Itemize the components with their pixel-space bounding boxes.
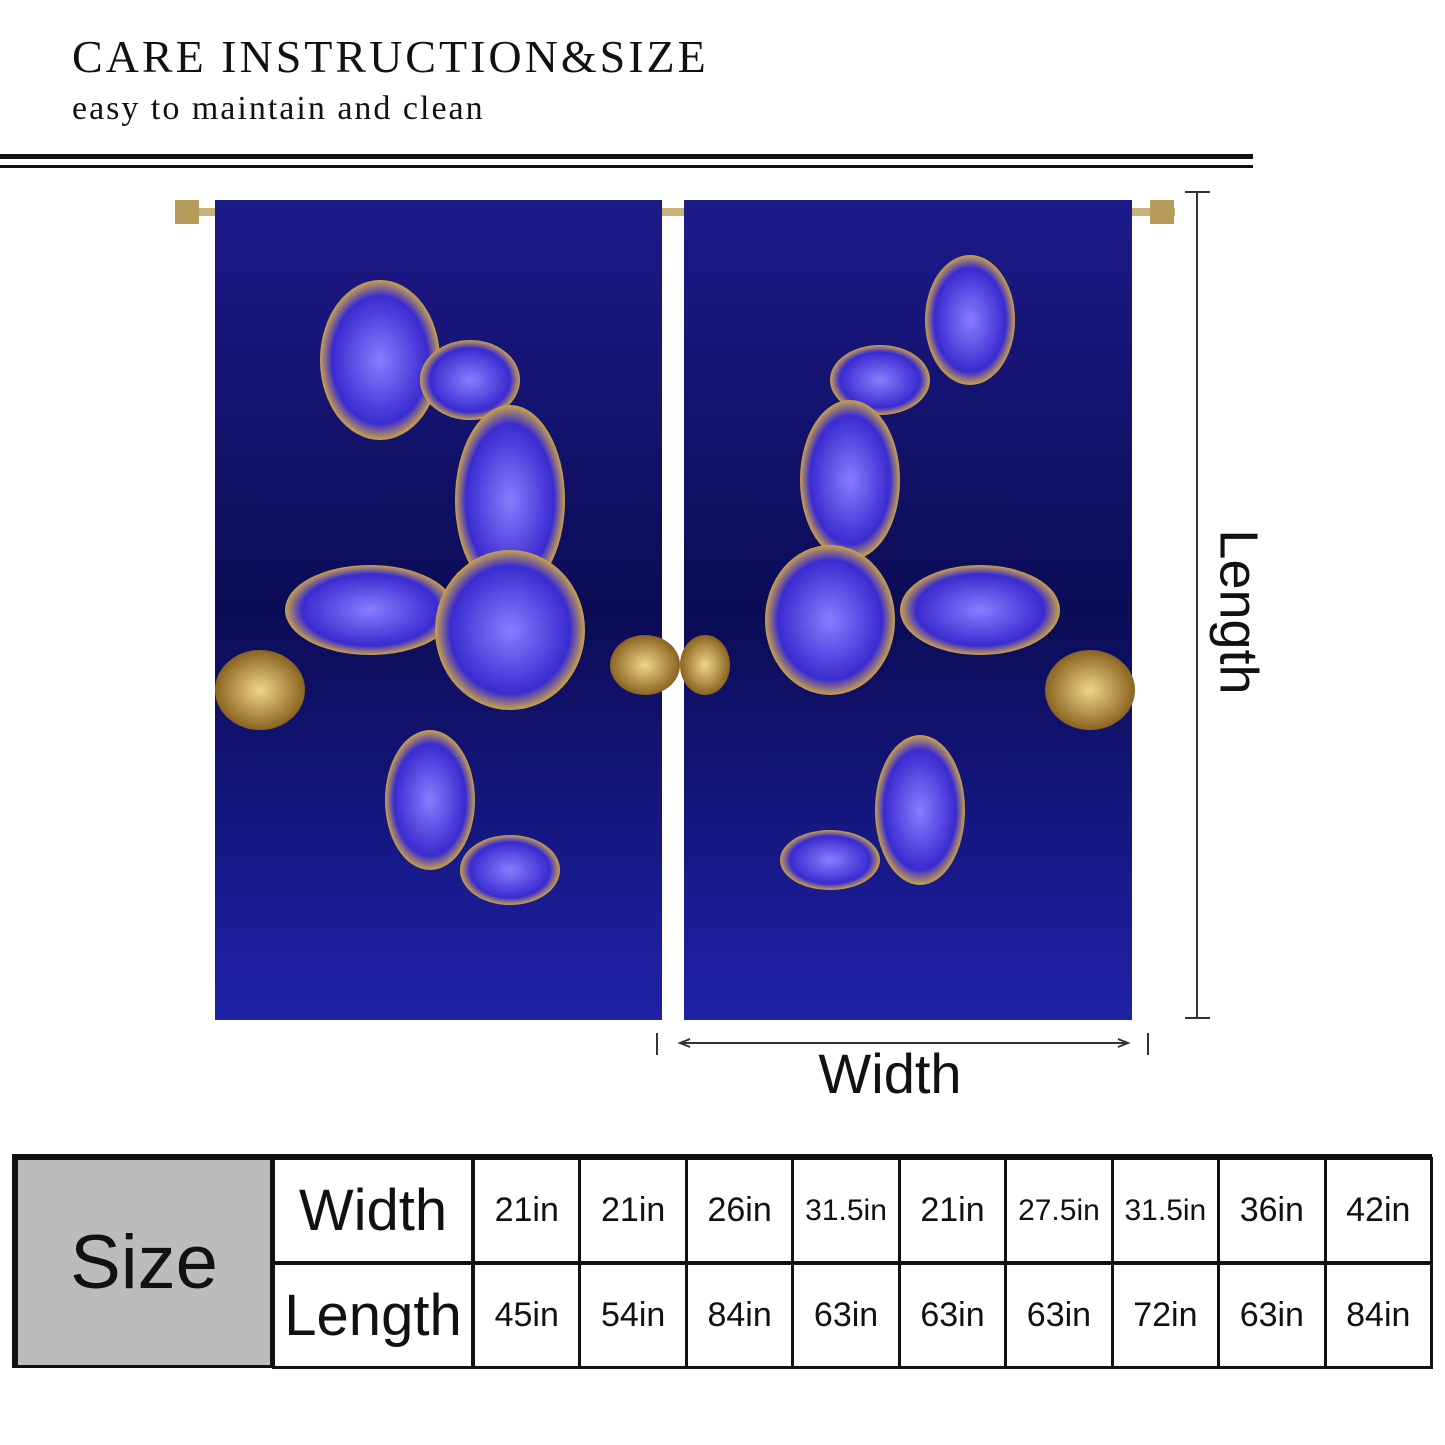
size-cell: 84in xyxy=(684,1262,795,1369)
size-cell: 63in xyxy=(1004,1262,1114,1369)
size-cell: 45in xyxy=(472,1262,582,1369)
size-cell: 21in xyxy=(578,1157,688,1264)
subtitle: easy to maintain and clean xyxy=(72,90,485,127)
size-header: Size xyxy=(15,1157,273,1368)
width-arrow xyxy=(656,1033,1149,1055)
rod xyxy=(175,208,1175,216)
diagram: Length Width xyxy=(0,154,1269,1105)
size-cell: 21in xyxy=(897,1157,1008,1264)
size-cell: 31.5in xyxy=(1110,1157,1221,1264)
size-cell: 63in xyxy=(1217,1262,1327,1369)
size-cell: 27.5in xyxy=(1004,1157,1114,1264)
curtain-left xyxy=(215,200,680,1020)
length-label: Length xyxy=(1209,529,1269,694)
size-cell: 54in xyxy=(578,1262,688,1369)
row-label: Width xyxy=(272,1157,474,1264)
size-cell: 31.5in xyxy=(791,1157,901,1264)
width-label: Width xyxy=(818,1042,961,1105)
rod-end xyxy=(175,200,199,224)
size-cell: 36in xyxy=(1217,1157,1327,1264)
size-cell: 63in xyxy=(791,1262,901,1369)
rule xyxy=(0,154,1253,159)
row-label: Length xyxy=(272,1262,474,1369)
title: CARE INSTRUCTION&SIZE xyxy=(72,31,709,82)
size-cell: 84in xyxy=(1323,1262,1433,1369)
length-arrow xyxy=(1185,191,1210,1019)
size-cell: 63in xyxy=(897,1262,1008,1369)
rule xyxy=(0,165,1253,168)
size-cell: 26in xyxy=(684,1157,795,1264)
rod-end xyxy=(1150,200,1174,224)
curtain-right xyxy=(680,200,1135,1020)
size-cell: 42in xyxy=(1323,1157,1433,1264)
size-cell: 21in xyxy=(472,1157,582,1264)
size-cell: 72in xyxy=(1110,1262,1221,1369)
